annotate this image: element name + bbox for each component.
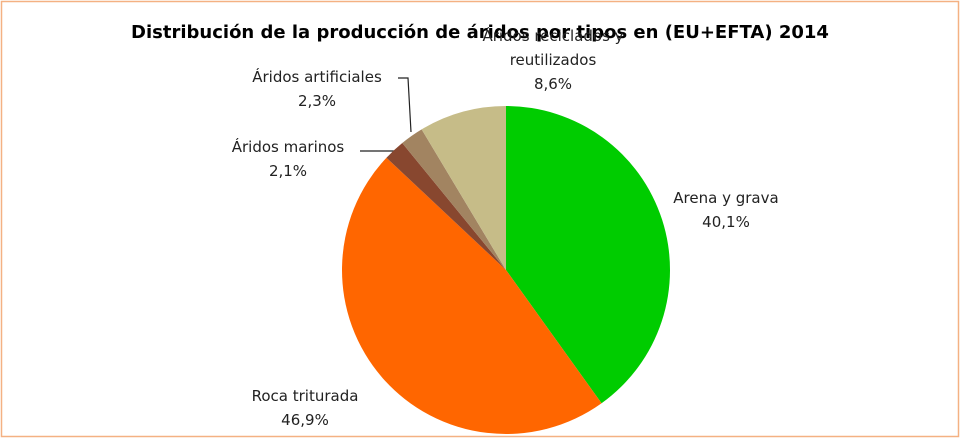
label-name: Roca triturada [251,387,359,405]
data-label: Áridos marinos 2,1% [208,135,368,183]
label-value: 40,1% [702,213,750,231]
pie-slice [342,157,602,434]
data-label: Roca triturada 46,9% [225,384,385,432]
pie-slice [386,142,506,270]
pie-slice [402,129,506,270]
label-name: Áridos artificiales [252,68,382,86]
data-label: Áridos artificiales 2,3% [232,65,402,113]
label-value: 2,1% [268,162,308,180]
leader-line [398,77,412,133]
label-value: 8,6% [533,75,573,93]
label-value: 2,3% [297,92,337,110]
data-label: Arena y grava 40,1% [646,186,806,234]
label-name: Áridos reciclados y reutilizados [482,27,624,69]
label-value: 46,9% [281,411,329,429]
data-label: Áridos reciclados y reutilizados 8,6% [478,24,628,96]
chart-title: Distribución de la producción de áridos … [131,22,829,43]
label-name: Áridos marinos [231,138,345,156]
pie-slice [421,106,506,270]
label-name: Arena y grava [673,189,779,207]
pie-slice [506,106,670,404]
